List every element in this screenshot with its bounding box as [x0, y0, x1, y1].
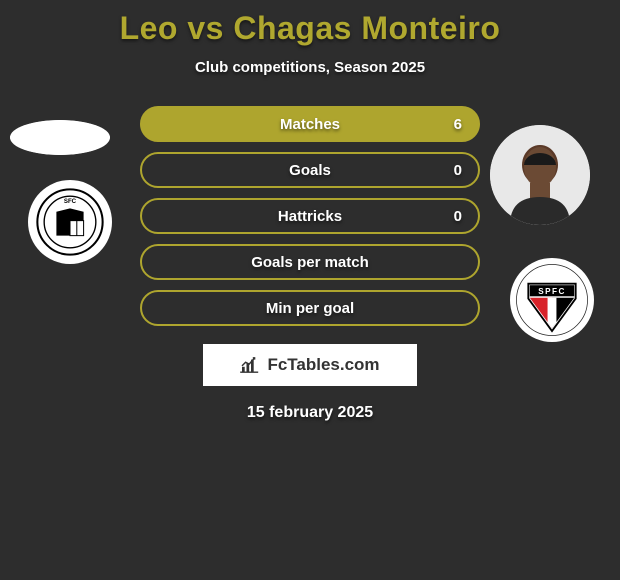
club-right-logo: SPFC: [510, 258, 594, 342]
comparison-card: Leo vs Chagas Monteiro Club competitions…: [0, 0, 620, 432]
player-right-photo: [490, 125, 590, 225]
stat-label: Min per goal: [266, 300, 354, 317]
stat-label: Goals: [289, 162, 331, 179]
stat-row: Hattricks 0: [140, 198, 480, 234]
chart-icon: [240, 356, 262, 374]
player-right-silhouette-icon: [490, 125, 590, 225]
page-title: Leo vs Chagas Monteiro: [0, 10, 620, 47]
stat-label: Hattricks: [278, 208, 342, 225]
stat-row: Goals 0: [140, 152, 480, 188]
date-text: 15 february 2025: [0, 404, 620, 422]
santos-logo-icon: SFC: [36, 188, 104, 256]
player-left-silhouette-icon: [10, 120, 110, 155]
player-left-photo: [10, 120, 110, 155]
stat-label: Goals per match: [251, 254, 369, 271]
stat-value-right: 6: [454, 116, 462, 133]
stat-label: Matches: [280, 116, 340, 133]
branding-box: FcTables.com: [203, 344, 417, 386]
svg-text:SFC: SFC: [64, 198, 77, 205]
stat-row: Min per goal: [140, 290, 480, 326]
spfc-logo-icon: SPFC: [515, 263, 589, 337]
stat-value-right: 0: [454, 208, 462, 225]
club-left-logo: SFC: [28, 180, 112, 264]
stats-list: Matches 6 Goals 0 Hattricks 0 Goals per …: [140, 106, 480, 326]
stat-row: Matches 6: [140, 106, 480, 142]
subtitle: Club competitions, Season 2025: [0, 59, 620, 76]
branding-text: FcTables.com: [267, 355, 379, 375]
stat-row: Goals per match: [140, 244, 480, 280]
svg-text:SPFC: SPFC: [538, 287, 566, 296]
stat-value-right: 0: [454, 162, 462, 179]
